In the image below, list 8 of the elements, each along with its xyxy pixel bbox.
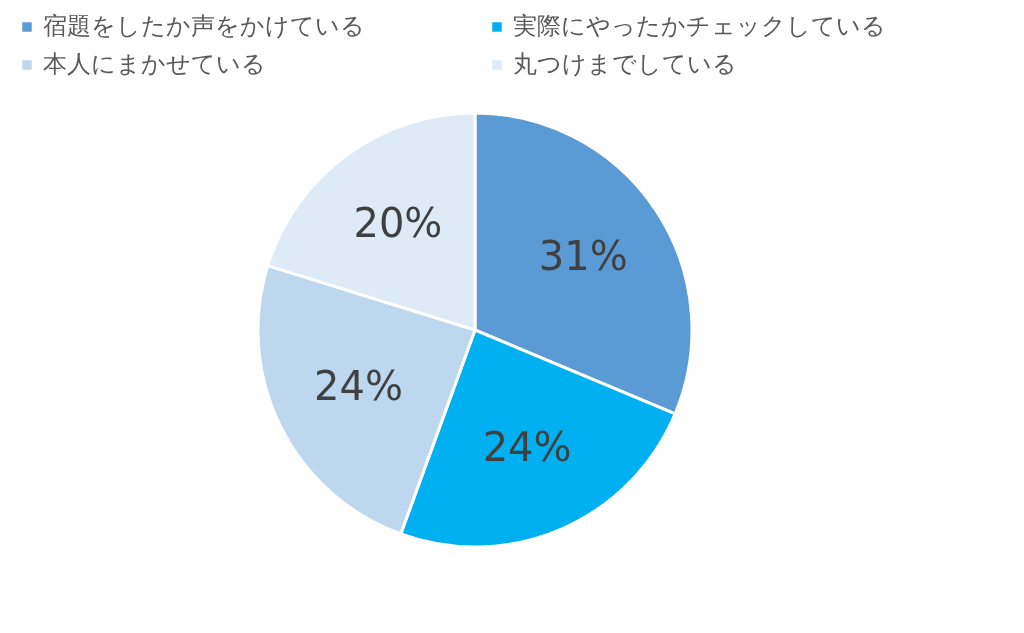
data-label: 20% <box>353 200 443 247</box>
legend-label: 本人にまかせている <box>43 50 266 78</box>
legend-label: 実際にやったかチェックしている <box>513 12 886 40</box>
data-label: 24% <box>482 424 572 471</box>
legend-label: 宿題をしたか声をかけている <box>43 12 365 40</box>
data-label: 31% <box>538 232 628 279</box>
legend-label: 丸つけまでしている <box>513 50 737 78</box>
data-label: 24% <box>314 362 403 409</box>
